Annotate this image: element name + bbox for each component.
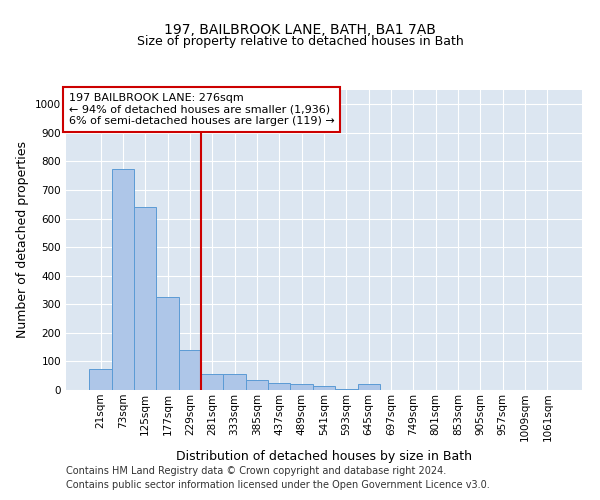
Bar — [290, 384, 313, 390]
Bar — [179, 350, 201, 390]
Text: 197, BAILBROOK LANE, BATH, BA1 7AB: 197, BAILBROOK LANE, BATH, BA1 7AB — [164, 22, 436, 36]
Bar — [134, 207, 157, 390]
Bar — [246, 380, 268, 390]
Bar — [358, 384, 380, 390]
Bar — [223, 374, 246, 390]
Bar — [112, 168, 134, 390]
Text: Size of property relative to detached houses in Bath: Size of property relative to detached ho… — [137, 35, 463, 48]
Text: 197 BAILBROOK LANE: 276sqm
← 94% of detached houses are smaller (1,936)
6% of se: 197 BAILBROOK LANE: 276sqm ← 94% of deta… — [68, 93, 334, 126]
Bar — [201, 374, 223, 390]
Text: Contains public sector information licensed under the Open Government Licence v3: Contains public sector information licen… — [66, 480, 490, 490]
Bar — [157, 297, 179, 390]
Bar — [268, 383, 290, 390]
X-axis label: Distribution of detached houses by size in Bath: Distribution of detached houses by size … — [176, 450, 472, 462]
Bar — [335, 388, 358, 390]
Bar — [313, 386, 335, 390]
Y-axis label: Number of detached properties: Number of detached properties — [16, 142, 29, 338]
Bar — [89, 368, 112, 390]
Text: Contains HM Land Registry data © Crown copyright and database right 2024.: Contains HM Land Registry data © Crown c… — [66, 466, 446, 476]
